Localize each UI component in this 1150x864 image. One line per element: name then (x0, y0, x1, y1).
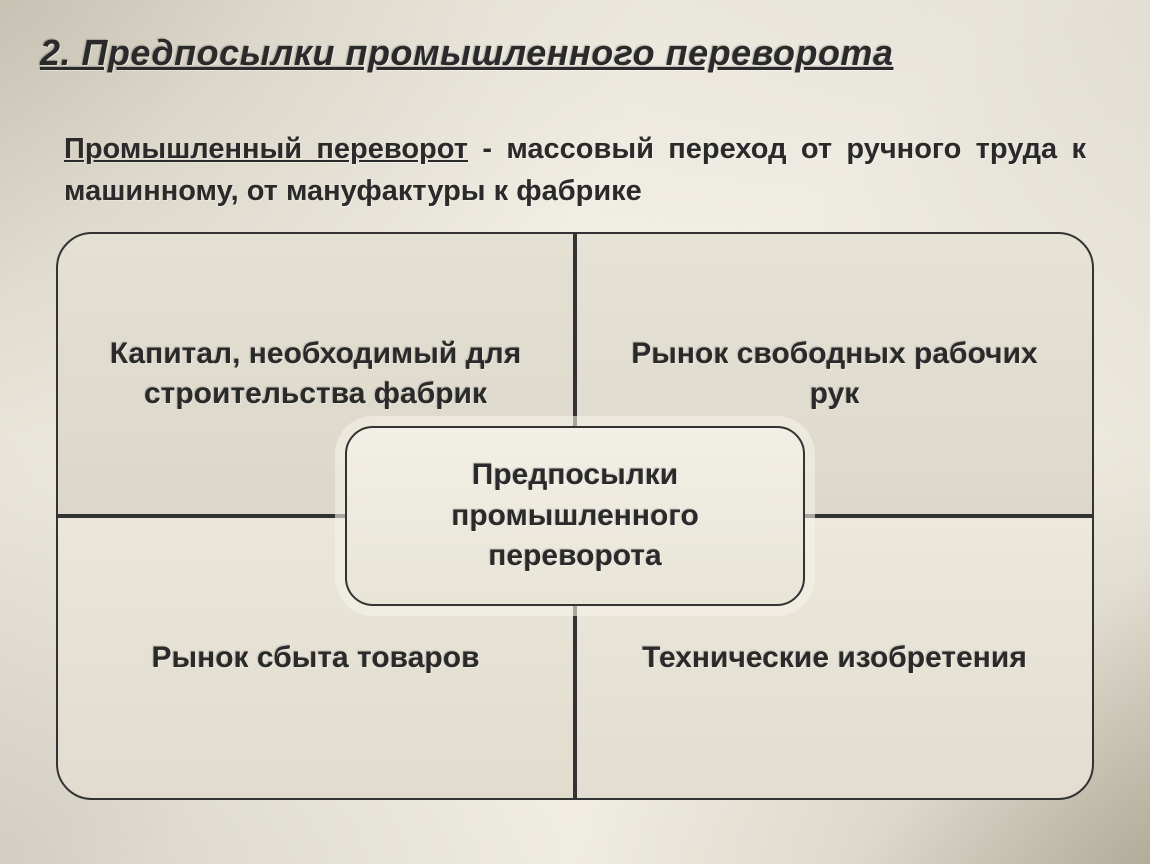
preconditions-diagram: Капитал, необходимый для строительства ф… (56, 232, 1094, 800)
definition-term: Промышленный переворот (64, 133, 468, 165)
diagram-center: Предпосылки промышленного переворота (345, 426, 805, 606)
slide-title: 2. Предпосылки промышленного переворота (40, 32, 893, 74)
definition-text: Промышленный переворот - массовый перехо… (64, 128, 1086, 212)
